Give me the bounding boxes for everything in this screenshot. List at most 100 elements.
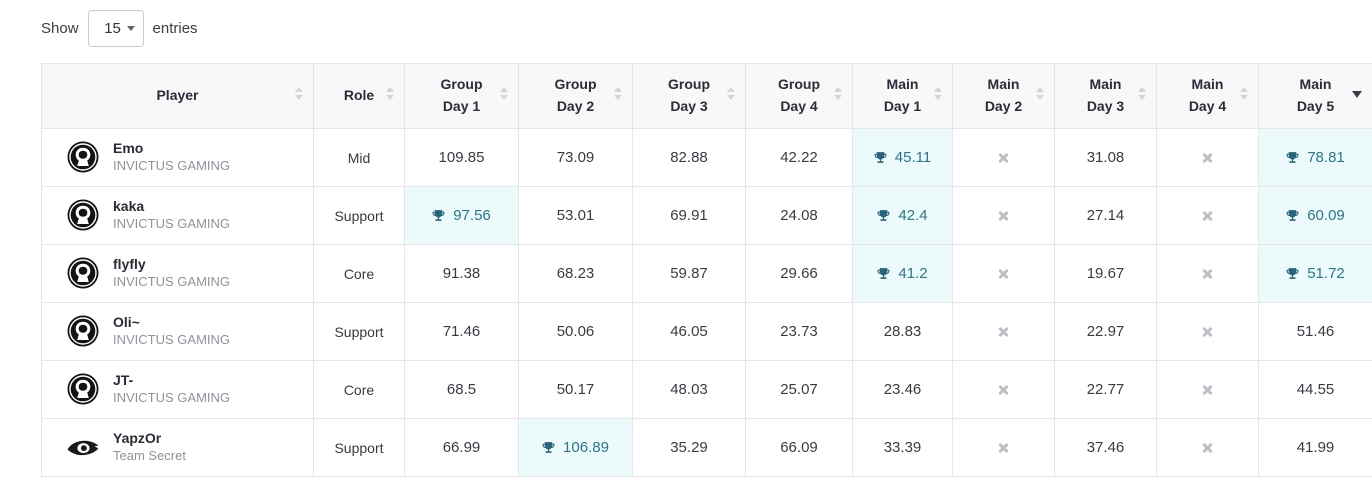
score-value: 28.83 bbox=[884, 323, 922, 340]
score-cell: 45.11 bbox=[853, 129, 953, 187]
score-cell-missing bbox=[1157, 187, 1259, 245]
column-header-role[interactable]: Role bbox=[314, 64, 405, 129]
team-logo-invictus-gaming bbox=[67, 199, 99, 231]
score-value: 42.4 bbox=[898, 207, 927, 224]
missing-x-icon bbox=[1202, 152, 1214, 164]
player-cell[interactable]: Oli~INVICTUS GAMING bbox=[42, 303, 314, 361]
score-cell: 23.73 bbox=[746, 303, 853, 361]
score-value: 59.87 bbox=[670, 265, 708, 282]
score-cell-missing bbox=[953, 361, 1055, 419]
missing-x-icon bbox=[1202, 384, 1214, 396]
column-header-player[interactable]: Player bbox=[42, 64, 314, 129]
page-length-select[interactable]: 15 bbox=[88, 10, 144, 47]
team-name: INVICTUS GAMING bbox=[113, 332, 230, 349]
score-value: 29.66 bbox=[780, 265, 818, 282]
score-cell: 91.38 bbox=[405, 245, 519, 303]
score-cell-missing bbox=[1157, 245, 1259, 303]
sort-both-icon bbox=[727, 87, 736, 100]
page-length-control: Show 15 entries bbox=[41, 10, 1372, 47]
score-cell-missing bbox=[953, 303, 1055, 361]
score-cell-missing bbox=[953, 129, 1055, 187]
score-cell: 66.09 bbox=[746, 419, 853, 477]
score-value: 66.09 bbox=[780, 439, 818, 456]
score-value: 44.55 bbox=[1297, 381, 1335, 398]
score-value: 33.39 bbox=[884, 439, 922, 456]
team-logo-invictus-gaming bbox=[67, 257, 99, 289]
score-value: 41.2 bbox=[898, 265, 927, 282]
score-value: 73.09 bbox=[557, 149, 595, 166]
role-cell: Support bbox=[314, 303, 405, 361]
player-name[interactable]: Emo bbox=[113, 140, 230, 158]
score-value: 68.23 bbox=[557, 265, 595, 282]
score-cell: 29.66 bbox=[746, 245, 853, 303]
score-cell: 68.23 bbox=[519, 245, 633, 303]
score-value: 97.56 bbox=[453, 207, 491, 224]
player-name[interactable]: JT- bbox=[113, 372, 230, 390]
player-name[interactable]: flyfly bbox=[113, 256, 230, 274]
score-value: 53.01 bbox=[557, 207, 595, 224]
player-name[interactable]: YapzOr bbox=[113, 430, 186, 448]
score-value: 109.85 bbox=[439, 149, 485, 166]
score-value: 22.97 bbox=[1087, 323, 1125, 340]
score-cell: 27.14 bbox=[1055, 187, 1157, 245]
score-cell: 31.08 bbox=[1055, 129, 1157, 187]
score-value: 35.29 bbox=[670, 439, 708, 456]
score-cell: 69.91 bbox=[633, 187, 746, 245]
player-cell[interactable]: JT-INVICTUS GAMING bbox=[42, 361, 314, 419]
score-cell: 24.08 bbox=[746, 187, 853, 245]
score-value: 68.5 bbox=[447, 381, 476, 398]
score-value: 25.07 bbox=[780, 381, 818, 398]
team-logo-invictus-gaming bbox=[67, 373, 99, 405]
score-value: 24.08 bbox=[780, 207, 818, 224]
score-cell: 42.4 bbox=[853, 187, 953, 245]
trophy-icon bbox=[432, 209, 445, 222]
role-cell: Support bbox=[314, 419, 405, 477]
missing-x-icon bbox=[1202, 326, 1214, 338]
role-cell: Support bbox=[314, 187, 405, 245]
team-logo-invictus-gaming bbox=[67, 315, 99, 347]
team-name: INVICTUS GAMING bbox=[113, 158, 230, 175]
score-cell: 51.46 bbox=[1259, 303, 1372, 361]
score-cell: 35.29 bbox=[633, 419, 746, 477]
sort-both-icon bbox=[1138, 87, 1147, 100]
missing-x-icon bbox=[998, 210, 1010, 222]
score-value: 48.03 bbox=[670, 381, 708, 398]
score-cell-missing bbox=[953, 187, 1055, 245]
role-cell: Core bbox=[314, 361, 405, 419]
player-name[interactable]: kaka bbox=[113, 198, 230, 216]
trophy-icon bbox=[877, 209, 890, 222]
score-cell: 51.72 bbox=[1259, 245, 1372, 303]
missing-x-icon bbox=[998, 152, 1010, 164]
score-cell: 25.07 bbox=[746, 361, 853, 419]
score-cell: 97.56 bbox=[405, 187, 519, 245]
score-cell: 23.46 bbox=[853, 361, 953, 419]
player-name[interactable]: Oli~ bbox=[113, 314, 230, 332]
score-cell: 53.01 bbox=[519, 187, 633, 245]
score-cell: 66.99 bbox=[405, 419, 519, 477]
